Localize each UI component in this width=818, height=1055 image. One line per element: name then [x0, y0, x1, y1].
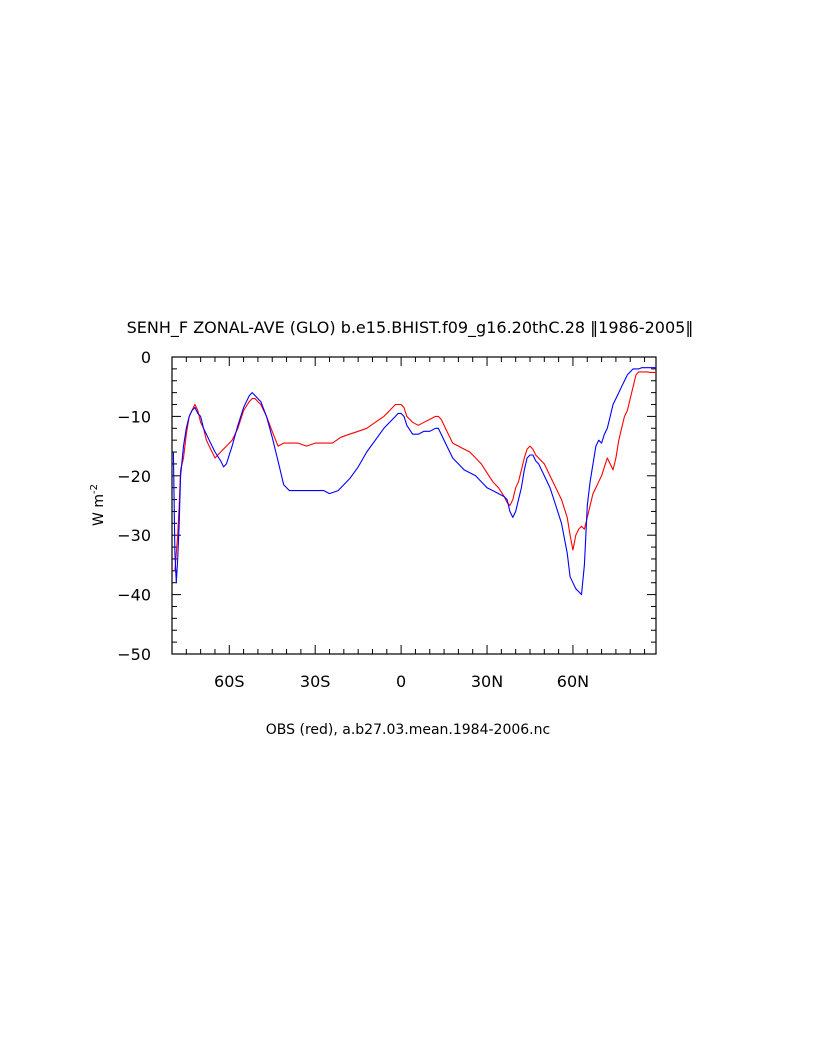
chart-title: SENH_F ZONAL-AVE (GLO) b.e15.BHIST.f09_g…: [127, 318, 694, 338]
x-tick-label: 30S: [300, 672, 331, 691]
chart-caption: OBS (red), a.b27.03.mean.1984-2006.nc: [266, 722, 550, 738]
x-tick-label: 60N: [557, 672, 589, 691]
plot-area: [171, 356, 657, 655]
y-tick-label: −40: [117, 586, 151, 605]
y-tick-label: −30: [117, 526, 151, 545]
y-tick-label: 0: [141, 348, 151, 367]
series-group: [172, 367, 656, 596]
y-axis-label: W m-2: [89, 484, 107, 526]
y-tick-label: −10: [117, 407, 151, 426]
x-axis: 60S 30S 0 30N 60N: [185, 357, 646, 691]
series-line-obs: [174, 371, 656, 571]
series-line-model: [172, 367, 656, 596]
x-tick-label: 30N: [471, 672, 503, 691]
y-tick-label: −50: [117, 645, 151, 664]
x-tick-label: 0: [396, 672, 406, 691]
plot-frame: [171, 356, 657, 655]
y-axis: 0 −10 −20 −30 −40 −50: [117, 348, 656, 664]
y-tick-label: −20: [117, 467, 151, 486]
x-tick-label: 60S: [214, 672, 245, 691]
